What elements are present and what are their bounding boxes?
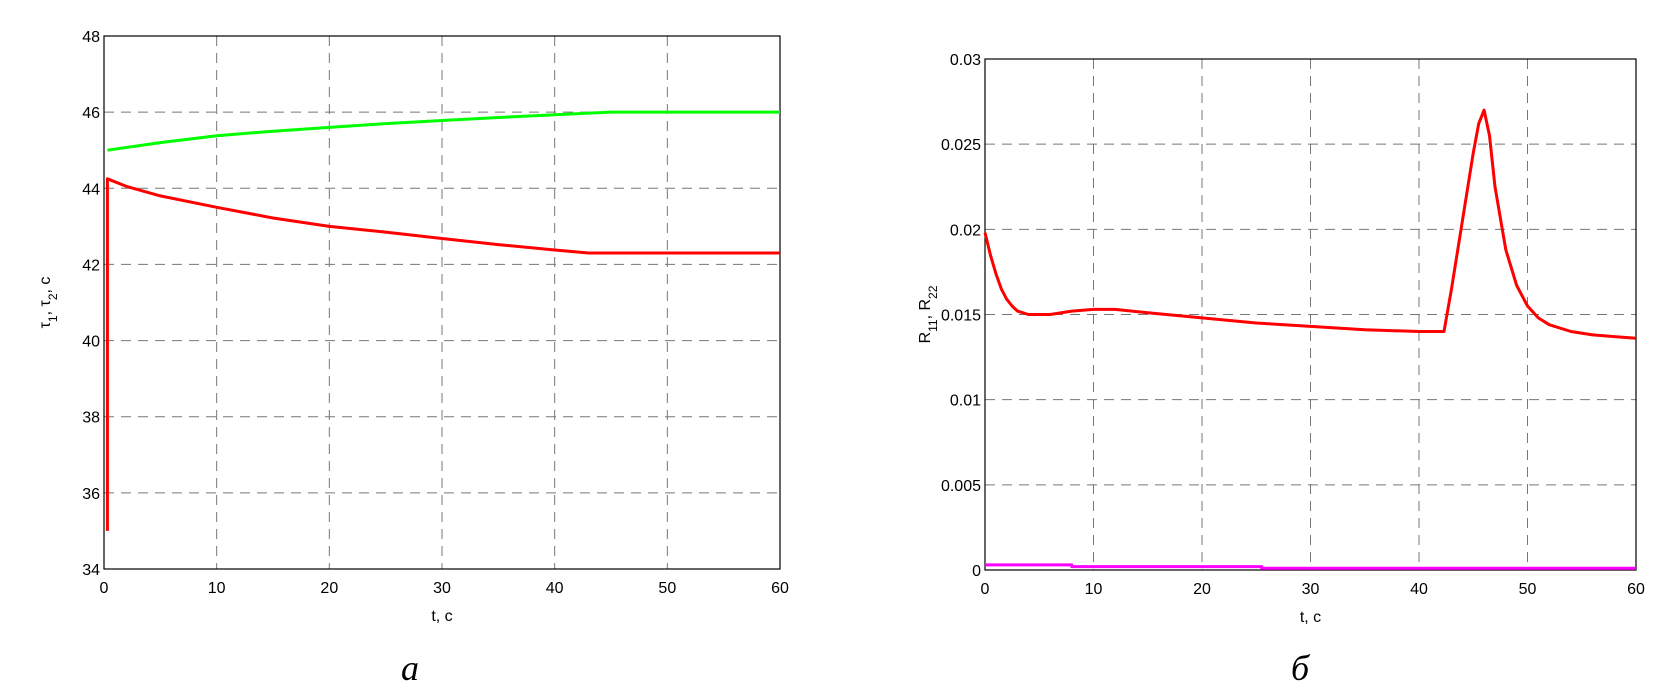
y-tick-label: 0.02 <box>950 222 981 239</box>
x-tick-label: 0 <box>981 581 990 598</box>
y-label-subscript-2: 22 <box>926 285 940 299</box>
y-tick-label: 38 <box>82 410 100 427</box>
chart-b: 0 10 20 30 40 50 60 0 0.005 0.01 0.015 0.02 0.025 0.0… <box>917 52 1645 688</box>
y-tick-label: 0 <box>972 563 981 580</box>
y-axis-label: R11, R22 <box>917 285 940 343</box>
series-line-2 <box>105 177 780 531</box>
series-line-1 <box>107 110 780 152</box>
x-tick-label: 50 <box>1519 581 1537 598</box>
x-tick-label: 10 <box>1085 581 1103 598</box>
panel-caption: б <box>1291 648 1311 688</box>
x-tick-label: 60 <box>1627 581 1645 598</box>
series-line-1 <box>983 108 1637 340</box>
y-tick-label: 0.025 <box>941 137 981 154</box>
x-axis-label: t, c <box>431 608 452 625</box>
x-tick-label: 20 <box>320 580 338 597</box>
y-tick-label: 0.005 <box>941 478 981 495</box>
x-tick-label: 30 <box>433 580 451 597</box>
x-tick-label: 40 <box>546 580 564 597</box>
y-label-subscript-1: 11 <box>926 319 940 332</box>
x-tick-label: 50 <box>658 580 676 597</box>
y-label-separator: , <box>37 285 54 294</box>
y-tick-label: 36 <box>82 486 100 503</box>
y-tick-label: 44 <box>82 181 100 198</box>
y-tick-label: 0.03 <box>950 52 981 69</box>
y-tick-label: 46 <box>82 105 100 122</box>
plot-frame <box>103 35 781 570</box>
y-label-symbol-1: τ <box>37 321 54 328</box>
y-label-subscript-1: 1 <box>46 315 60 322</box>
x-tick-label: 30 <box>1302 581 1320 598</box>
x-tick-label: 60 <box>771 580 789 597</box>
y-tick-label: 40 <box>82 334 100 351</box>
y-tick-label: 42 <box>82 257 100 274</box>
y-label-unit: c <box>37 277 54 285</box>
y-tick-label: 34 <box>82 562 100 579</box>
y-label-symbol-2: R <box>917 299 934 311</box>
y-tick-label: 0.015 <box>941 308 981 325</box>
x-tick-label: 0 <box>100 580 109 597</box>
y-label-separator: , <box>37 307 54 316</box>
x-tick-label: 40 <box>1410 581 1428 598</box>
panel-caption: а <box>401 648 419 688</box>
y-axis-label: τ1, τ2, c <box>37 277 60 329</box>
y-label-subscript-2: 2 <box>46 293 60 300</box>
y-label-symbol-1: R <box>917 332 934 344</box>
y-label-symbol-2: τ <box>37 300 54 307</box>
y-tick-label: 0.01 <box>950 393 981 410</box>
y-label-separator: , <box>917 311 934 320</box>
y-tick-label: 48 <box>82 29 100 46</box>
plot-frame <box>984 58 1637 571</box>
series-line-2 <box>985 563 1636 570</box>
x-tick-label: 20 <box>1193 581 1211 598</box>
x-axis-label: t, c <box>1300 609 1321 626</box>
x-tick-label: 10 <box>208 580 226 597</box>
